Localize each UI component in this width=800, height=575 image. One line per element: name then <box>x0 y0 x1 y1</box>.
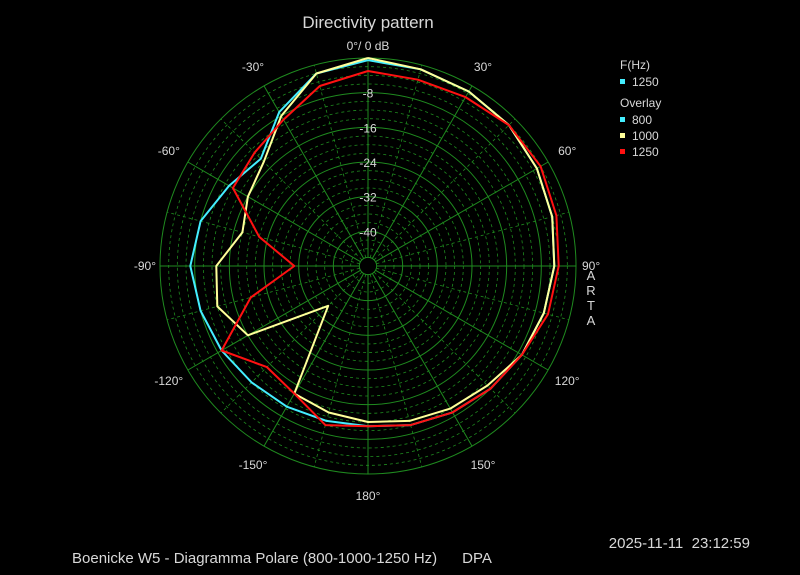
grid-spoke <box>369 64 423 258</box>
angle-tick-label: 180° <box>356 489 381 503</box>
angle-tick-label: -150° <box>239 458 268 472</box>
polar-tick-labels: -8 -16 -24 -32 -40 0°/ 0 dB 30° 60° 90° 120° 150° 1… <box>134 39 601 503</box>
angle-tick-label: 60° <box>558 144 576 158</box>
grid-spoke <box>371 85 473 259</box>
legend-group2-item-label: 800 <box>632 113 652 127</box>
legend-group2-title: Overlay <box>620 96 661 110</box>
angle-tick-label: 90° <box>582 259 600 273</box>
legend-swatch <box>620 133 625 138</box>
grid-center <box>358 256 378 276</box>
radial-tick-label: -8 <box>363 87 374 101</box>
grid-spoke <box>187 269 361 371</box>
polar-curves <box>189 57 560 428</box>
grid-spoke <box>263 273 365 447</box>
angle-tick-label: 120° <box>555 374 580 388</box>
side-label-char: A <box>587 313 596 328</box>
legend: F(Hz) 1250 Overlay 800 1000 1250 <box>620 58 661 159</box>
radial-tick-label: -24 <box>359 156 377 170</box>
series-curve-1000 <box>215 57 556 423</box>
angle-tick-label: -30° <box>242 60 264 74</box>
series-curve-1250 <box>220 70 560 428</box>
grid-spoke <box>376 211 570 265</box>
radial-tick-label: -32 <box>359 191 377 205</box>
side-label-char: R <box>586 283 595 298</box>
legend-swatch <box>620 79 625 84</box>
angle-tick-label: -120° <box>154 374 183 388</box>
polar-grid <box>159 57 577 475</box>
side-label-char: A <box>587 268 596 283</box>
legend-group1-title: F(Hz) <box>620 58 650 72</box>
grid-spoke <box>187 161 361 263</box>
grid-spoke <box>313 274 367 468</box>
legend-group2-item-label: 1000 <box>632 129 659 143</box>
radial-tick-label: -16 <box>359 121 377 135</box>
angle-tick-label: -60° <box>158 144 180 158</box>
angle-tick-label: 0°/ 0 dB <box>347 39 390 53</box>
grid-spoke <box>376 267 570 321</box>
grid-spoke <box>375 269 549 371</box>
grid-spoke <box>371 273 473 447</box>
legend-group1-item-label: 1250 <box>632 75 659 89</box>
legend-swatch <box>620 149 625 154</box>
chart-title: Directivity pattern <box>302 13 433 32</box>
grid-spoke <box>313 64 367 258</box>
radial-tick-label: -40 <box>359 225 377 239</box>
footer-timestamp: 2025-11-11 23:12:59 <box>609 535 750 552</box>
grid-spoke <box>369 274 423 468</box>
series-curve-800 <box>189 59 556 428</box>
grid-spoke <box>263 85 365 259</box>
angle-tick-label: 150° <box>471 458 496 472</box>
footer-caption: Boenicke W5 - Diagramma Polare (800-1000… <box>72 550 492 567</box>
angle-tick-label: -90° <box>134 259 156 273</box>
side-label-char: T <box>587 298 595 313</box>
legend-group2-item-label: 1250 <box>632 145 659 159</box>
angle-tick-label: 30° <box>474 60 492 74</box>
grid-spoke <box>375 161 549 263</box>
legend-swatch <box>620 117 625 122</box>
